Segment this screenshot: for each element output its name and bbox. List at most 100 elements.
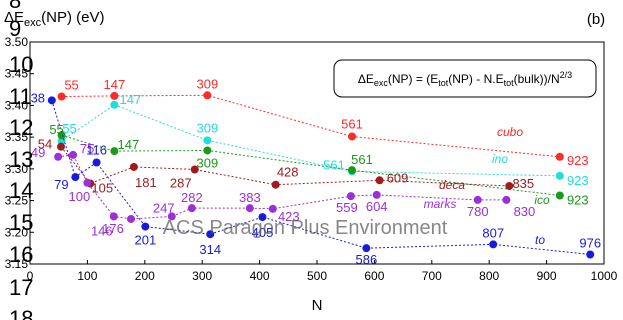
point-label-ino-147: 147 [120,92,142,107]
point-deca-287 [190,165,199,174]
point-label-deca-428: 428 [277,165,299,180]
point-marks-247 [167,212,176,221]
y-tick-label-0: 3.15 [5,257,29,271]
point-marks-559 [346,192,355,201]
point-label-deca-181: 181 [135,175,157,190]
point-label-marks-146: 146 [91,223,113,238]
x-tick-label-0: 0 [27,269,34,283]
point-label-deca-835: 835 [512,176,534,191]
point-label-marks-604: 604 [366,199,388,214]
y-axis-title: ΔEexc(NP) (eV) [4,9,105,29]
formula-sub2: tot [438,78,449,88]
point-cubo-55 [57,92,66,101]
line-number-16: 16 [9,242,33,267]
line-number-18: 18 [9,306,33,320]
formula-text: ΔEexc(NP) = (Etot(NP) - N.Etot(bulk))/N2… [358,70,572,88]
series-layer [47,91,595,259]
x-tick-label-6: 600 [364,269,384,283]
point-label-deca-287: 287 [170,175,192,190]
y-axis-title-sub: exc [24,17,42,29]
x-tick-label-10: 1000 [591,269,618,283]
x-axis-title: N [312,297,323,314]
point-label-ico-309: 309 [197,155,219,170]
x-tick-label-8: 800 [479,269,499,283]
point-deca-181 [129,162,138,171]
series-name-ino: ino [492,152,508,166]
series-name-to: to [535,233,545,247]
x-tick-label-4: 400 [250,269,270,283]
line-number-15: 15 [9,210,33,235]
point-label-ico-55: 55 [49,122,63,137]
point-deca-609 [375,176,384,185]
x-tick-label-1: 100 [77,269,97,283]
formula-sub: exc [374,78,389,88]
point-label-marks-383: 383 [239,190,261,205]
point-ico-923 [555,191,564,200]
x-tick-label-5: 500 [307,269,327,283]
point-label-to-314: 314 [199,242,221,257]
point-label-ino-923: 923 [567,173,589,188]
y-tick-label-2: 3.25 [5,194,29,208]
point-ino-309 [203,136,212,145]
y-axis-title-rest: (NP) (eV) [41,9,104,26]
formula-sub3: tot [504,78,515,88]
point-label-marks-176: 176 [102,221,124,236]
point-label-ino-55: 55 [62,121,76,136]
point-cubo-147 [110,91,119,100]
point-ino-147 [110,100,119,109]
point-to-38 [47,96,56,105]
formula-mid2: (NP) - N.E [448,72,503,86]
point-to-976 [586,250,595,259]
panel-label: (b) [587,11,605,28]
y-tick-label-6: 3.45 [5,67,29,81]
point-label-to-79: 79 [54,177,68,192]
point-label-ico-561: 561 [351,152,373,167]
series-line-to [51,100,591,255]
point-ico-309 [203,146,212,155]
point-label-to-586: 586 [356,252,378,267]
point-marks-780 [473,195,482,204]
point-label-marks-423: 423 [278,209,300,224]
series-name-cubo: cubo [497,125,523,139]
series-name-marks: marks [424,197,457,211]
line-number-11: 11 [9,84,32,109]
point-label-to-201: 201 [135,233,157,248]
point-to-116 [92,158,101,167]
point-marks-383 [245,204,254,213]
axes: 0 100 200 300 400 500 600 700 800 900 1000 3.15 3.20… [5,35,618,283]
point-label-to-976: 976 [579,235,601,250]
point-ico-55 [57,131,66,140]
point-marks-49 [54,152,63,161]
formula-sup: 2/3 [560,70,573,80]
point-marks-146 [109,212,118,221]
series-line-ino [61,104,560,177]
point-ino-923 [555,171,564,180]
y-tick-label-3: 3.30 [5,162,29,176]
line-number-14: 14 [9,178,33,203]
point-label-marks-75: 75 [80,141,94,156]
point-label-cubo-147: 147 [104,77,126,92]
x-tick-label-2: 200 [135,269,155,283]
point-to-807 [489,240,498,249]
y-tick-label-4: 3.35 [5,130,29,144]
point-label-cubo-55: 55 [64,78,78,93]
point-label-to-807: 807 [482,225,504,240]
point-cubo-309 [203,91,212,100]
point-label-to-116: 116 [86,143,107,158]
y-axis-title-main: ΔE [4,9,24,26]
point-marks-282 [187,204,196,213]
point-label-marks-247: 247 [153,200,175,215]
x-tick-label-7: 700 [422,269,442,283]
point-to-314 [206,230,215,239]
formula-mid: (NP) = (E [388,72,438,86]
point-to-79 [71,173,80,182]
line-numbers: 8 9 10 11 12 13 14 15 16 17 18 [9,0,33,320]
point-deca-835 [505,181,514,190]
point-label-marks-780: 780 [467,204,489,219]
formula-box [333,59,597,98]
point-label-marks-100: 100 [69,189,91,204]
line-number-8: 8 [9,0,21,13]
point-label-ico-923: 923 [567,192,589,207]
point-marks-423 [268,204,277,213]
